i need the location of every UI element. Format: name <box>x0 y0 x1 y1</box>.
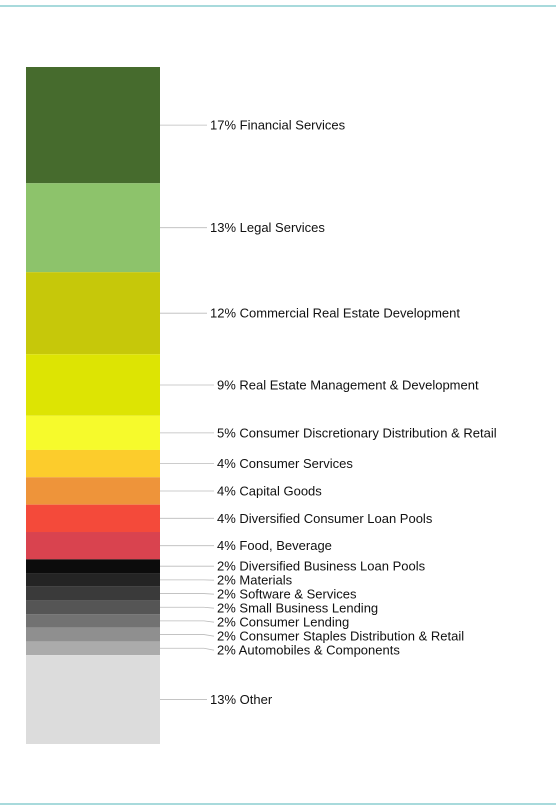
bar-segment <box>26 449 160 478</box>
segment-label: 13% Legal Services <box>210 220 325 235</box>
segment-label: 4% Food, Beverage <box>217 538 332 553</box>
segment-label: 9% Real Estate Management & Development <box>217 377 479 392</box>
segment-label: 4% Diversified Consumer Loan Pools <box>217 511 433 526</box>
segment-labels: 17% Financial Services 13% Legal Services… <box>210 118 497 707</box>
bar-segment <box>26 532 160 560</box>
segment-label: 13% Other <box>210 692 273 707</box>
bar-segment <box>26 586 160 601</box>
segment-label: 4% Consumer Services <box>217 456 353 471</box>
segment-label: 5% Consumer Discretionary Distribution &… <box>217 425 497 440</box>
leader-line <box>160 620 215 623</box>
leader-line <box>160 634 215 637</box>
bottom-rule <box>0 803 556 805</box>
segment-label: 2% Automobiles & Components <box>217 643 400 658</box>
segment-label: 2% Consumer Lending <box>217 615 349 630</box>
leader-line <box>160 606 215 609</box>
bar-segment <box>26 614 160 628</box>
bar-segment <box>26 183 160 273</box>
leader-line <box>160 593 215 595</box>
bar-segment <box>26 477 160 505</box>
segment-label: 2% Materials <box>217 573 293 588</box>
bar-segments <box>26 67 160 744</box>
bar-segment <box>26 641 160 656</box>
bar-segment <box>26 573 160 587</box>
segment-label: 2% Diversified Business Loan Pools <box>217 559 426 574</box>
bar-segment <box>26 655 160 744</box>
bar-segment <box>26 272 160 355</box>
bar-segment <box>26 559 160 574</box>
bar-segment <box>26 415 160 450</box>
segment-label: 2% Consumer Staples Distribution & Retai… <box>217 629 464 644</box>
segment-label: 2% Software & Services <box>217 587 357 602</box>
bar-segment <box>26 600 160 615</box>
top-rule <box>0 5 556 7</box>
segment-label: 17% Financial Services <box>210 118 346 133</box>
leader-line <box>160 647 215 651</box>
leader-lines <box>160 124 215 700</box>
bar-segment <box>26 354 160 416</box>
bar-segment <box>26 627 160 642</box>
segment-label: 4% Capital Goods <box>217 483 322 498</box>
segment-label: 2% Small Business Lending <box>217 601 378 616</box>
bar-segment <box>26 504 160 533</box>
segment-label: 12% Commercial Real Estate Development <box>210 306 460 321</box>
bar-segment <box>26 67 160 184</box>
